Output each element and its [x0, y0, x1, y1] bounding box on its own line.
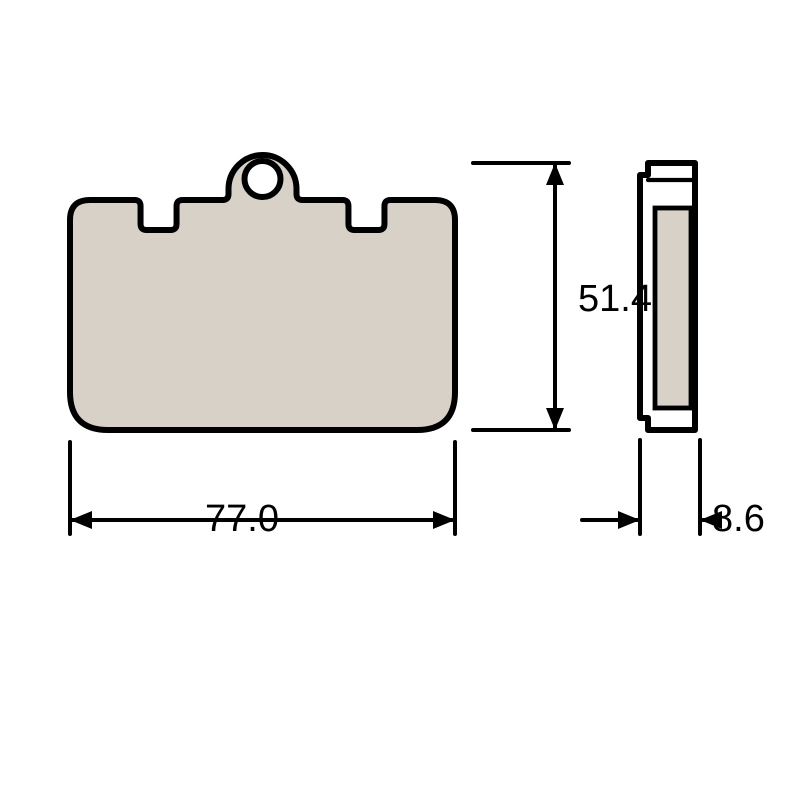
drawing-canvas: 77.0 51.4 8.6 — [0, 0, 800, 800]
dimension-thickness-label: 8.6 — [712, 498, 765, 541]
dimension-height-label: 51.4 — [578, 278, 652, 321]
dimension-width-label: 77.0 — [205, 498, 279, 541]
technical-drawing-svg — [0, 0, 800, 800]
